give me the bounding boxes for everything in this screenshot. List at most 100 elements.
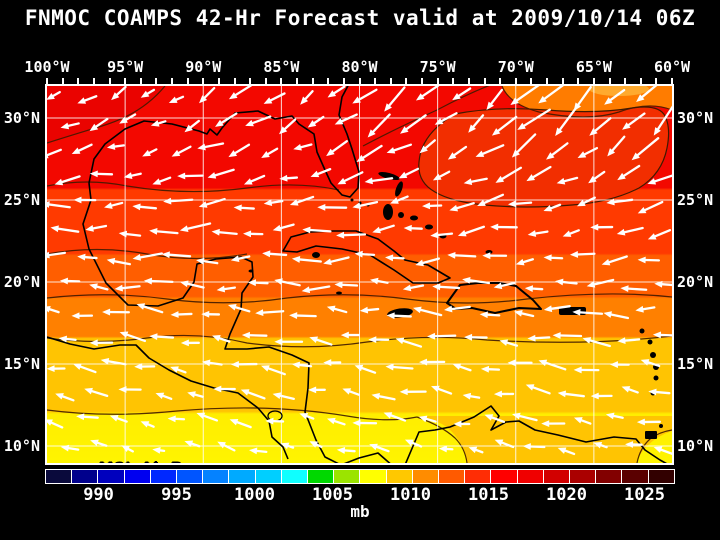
degree-tick: [61, 78, 64, 84]
lon-label-60W: 60°W: [653, 58, 691, 76]
colorbar-tick-1005: 1005: [312, 485, 354, 505]
lon-label-75W: 75°W: [419, 58, 456, 76]
colorbar-tick-1025: 1025: [624, 485, 665, 505]
colorbar-cell: [360, 470, 386, 483]
degree-tick: [327, 78, 330, 84]
colorbar-cell: [465, 470, 491, 483]
chart-title: FNMOC COAMPS 42-Hr Forecast valid at 200…: [24, 6, 696, 30]
degree-tick: [530, 78, 533, 84]
degree-tick: [655, 78, 658, 84]
lat-label-right-30N: 30°N: [677, 109, 714, 127]
lat-label-left-25N: 25°N: [3, 191, 40, 209]
colorbar-tick-1000: 1000: [234, 485, 276, 505]
colorbar-cell: [517, 470, 543, 483]
degree-tick: [639, 78, 642, 84]
degree-tick: [436, 78, 439, 84]
pressure-colorbar: [45, 469, 675, 484]
wind-vector-arrows: [47, 86, 672, 456]
colorbar-cell: [124, 470, 150, 483]
degree-tick: [108, 78, 111, 84]
colorbar-cell: [648, 470, 674, 483]
degree-tick: [202, 78, 205, 84]
colorbar-cell: [491, 470, 517, 483]
degree-tick: [358, 78, 361, 84]
degree-tick: [264, 78, 267, 84]
colorbar-cell: [203, 470, 229, 483]
colorbar-cell: [386, 470, 412, 483]
lat-label-right-15N: 15°N: [677, 355, 714, 373]
degree-tick: [186, 78, 189, 84]
lon-label-95W: 95°W: [107, 58, 144, 76]
degree-tick: [171, 78, 173, 84]
lat-label-left-10N: 10°N: [3, 437, 40, 455]
colorbar-cell: [98, 470, 124, 483]
colorbar-cell: [334, 470, 360, 483]
colorbar-cell: [570, 470, 596, 483]
colorbar-cell: [596, 470, 622, 483]
degree-tick: [124, 78, 127, 84]
lat-label-left-30N: 30°N: [3, 109, 40, 127]
colorbar-unit-label: mb: [350, 502, 370, 521]
degree-tick: [592, 78, 595, 84]
colorbar-cell: [177, 470, 203, 483]
lat-label-left-20N: 20°N: [3, 273, 40, 291]
degree-tick: [233, 78, 236, 84]
degree-tick: [280, 78, 283, 84]
degree-tick: [467, 78, 470, 84]
degree-tick: [561, 78, 564, 84]
degree-tick: [608, 78, 611, 84]
degree-tick: [311, 78, 314, 84]
colorbar-cell: [439, 470, 465, 483]
degree-tick: [546, 78, 548, 84]
colorbar-tick-1015: 1015: [468, 485, 509, 505]
colorbar-cell: [281, 470, 308, 483]
degree-tick: [92, 78, 95, 84]
degree-tick: [499, 78, 502, 84]
degree-tick: [514, 78, 517, 84]
degree-tick: [296, 78, 298, 84]
degree-tick: [46, 78, 48, 84]
lon-label-90W: 90°W: [185, 58, 222, 76]
lon-label-70W: 70°W: [497, 58, 534, 76]
degree-tick: [483, 78, 486, 84]
degree-tick: [421, 78, 423, 84]
degree-tick: [577, 78, 580, 84]
lat-label-right-25N: 25°N: [677, 191, 714, 209]
degree-tick: [671, 78, 673, 84]
degree-tick: [342, 78, 345, 84]
field-name-label: MSL Air Pressure: [99, 460, 248, 463]
degree-tick: [452, 78, 455, 84]
colorbar-cell: [255, 470, 281, 483]
colorbar-cell: [72, 470, 98, 483]
colorbar-tick-1010: 1010: [390, 485, 431, 505]
degree-tick: [77, 78, 80, 84]
lat-label-left-15N: 15°N: [3, 355, 40, 373]
map-overlay: [47, 86, 672, 463]
colorbar-cell: [412, 470, 439, 483]
colorbar-cell: [308, 470, 334, 483]
degree-tick: [389, 78, 392, 84]
colorbar-tick-995: 995: [161, 485, 192, 505]
map-canvas: MSL Air Pressure 10.0 m/s: [45, 84, 674, 465]
degree-tick: [139, 78, 142, 84]
colorbar-cell: [543, 470, 570, 483]
colorbar-cell: [229, 470, 255, 483]
degree-tick: [249, 78, 252, 84]
lat-label-right-10N: 10°N: [677, 437, 714, 455]
colorbar-tick-990: 990: [83, 485, 114, 505]
degree-tick: [624, 78, 627, 84]
lon-label-85W: 85°W: [263, 58, 300, 76]
colorbar-tick-1020: 1020: [546, 485, 587, 505]
degree-tick: [217, 78, 220, 84]
lon-label-100W: 100°W: [24, 58, 70, 76]
colorbar-cell: [46, 470, 72, 483]
lon-label-65W: 65°W: [575, 58, 612, 76]
colorbar-cell: [150, 470, 177, 483]
degree-tick: [374, 78, 377, 84]
degree-tick: [405, 78, 408, 84]
lat-label-right-20N: 20°N: [677, 273, 714, 291]
lon-label-80W: 80°W: [341, 58, 378, 76]
colorbar-cell: [622, 470, 648, 483]
degree-tick: [155, 78, 158, 84]
